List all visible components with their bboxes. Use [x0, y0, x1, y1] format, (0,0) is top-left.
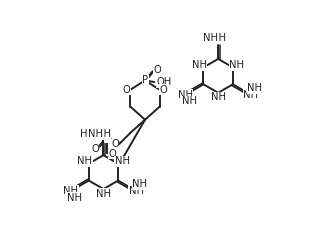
- Text: P: P: [142, 76, 148, 85]
- Text: P: P: [104, 132, 110, 143]
- Text: HO: HO: [80, 129, 96, 139]
- Text: NH: NH: [229, 60, 244, 70]
- Text: NH: NH: [178, 90, 193, 100]
- Text: NH: NH: [182, 96, 197, 106]
- Text: OH: OH: [157, 77, 172, 87]
- Text: O: O: [123, 85, 131, 95]
- Text: NH: NH: [63, 186, 78, 196]
- Text: NH: NH: [96, 129, 111, 139]
- Text: NH: NH: [192, 60, 207, 70]
- Text: NH: NH: [88, 129, 103, 139]
- Text: NH: NH: [115, 156, 130, 166]
- Text: NH: NH: [67, 193, 82, 203]
- Text: O: O: [108, 149, 116, 159]
- Text: NH: NH: [96, 189, 111, 199]
- Text: NH: NH: [211, 33, 226, 43]
- Text: O: O: [111, 139, 119, 149]
- Text: NH: NH: [129, 186, 144, 196]
- Text: NH: NH: [132, 179, 148, 189]
- Text: NH: NH: [211, 92, 226, 103]
- Text: NH: NH: [77, 156, 92, 166]
- Text: O: O: [91, 144, 99, 154]
- Text: NH: NH: [247, 83, 262, 93]
- Text: O: O: [153, 65, 161, 75]
- Text: O: O: [160, 85, 167, 95]
- Text: NH: NH: [243, 90, 258, 100]
- Text: NH: NH: [203, 33, 218, 43]
